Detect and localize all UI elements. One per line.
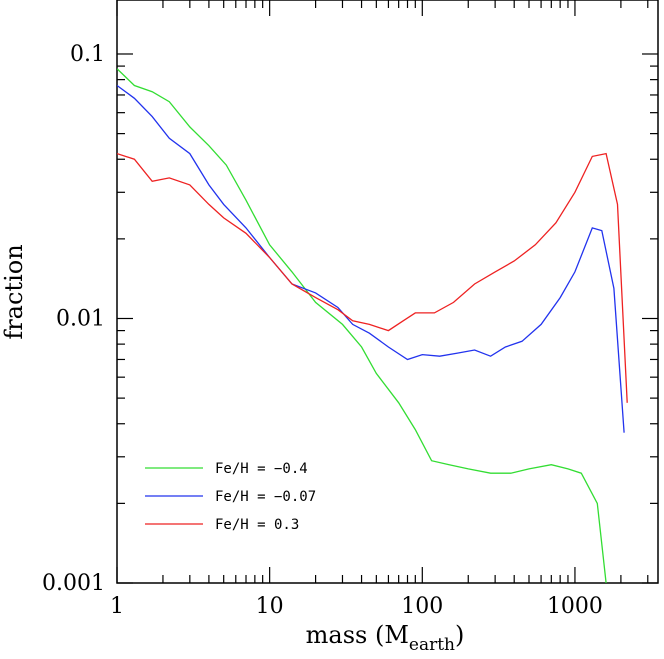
legend: Fe/H = −0.4 Fe/H = −0.07 Fe/H = 0.3 — [145, 461, 316, 533]
y-axis-label: fraction — [0, 244, 28, 339]
series-line-2 — [117, 152, 628, 403]
legend-label-1: Fe/H = −0.07 — [215, 489, 316, 505]
series-line-1 — [117, 84, 625, 433]
legend-label-0: Fe/H = −0.4 — [215, 461, 308, 477]
x-tick-label: 1000 — [547, 594, 603, 619]
plot-frame — [116, 0, 659, 584]
x-tick-label: 100 — [401, 594, 443, 619]
axis-ticks — [116, 0, 658, 584]
y-tick-label: 0.01 — [56, 306, 105, 331]
series-lines — [117, 68, 628, 583]
y-tick-label: 0.001 — [42, 571, 105, 596]
x-tick-label: 10 — [256, 594, 284, 619]
y-tick-label: 0.1 — [70, 42, 105, 67]
tick-labels: 1 10 100 1000 0.1 0.01 0.001 — [42, 42, 603, 619]
series-line-0 — [117, 68, 607, 583]
x-tick-label: 1 — [110, 594, 124, 619]
x-axis-label-subscript: earth — [409, 635, 455, 655]
legend-label-2: Fe/H = 0.3 — [215, 517, 299, 533]
x-axis-label: mass (Mearth) — [306, 621, 465, 655]
